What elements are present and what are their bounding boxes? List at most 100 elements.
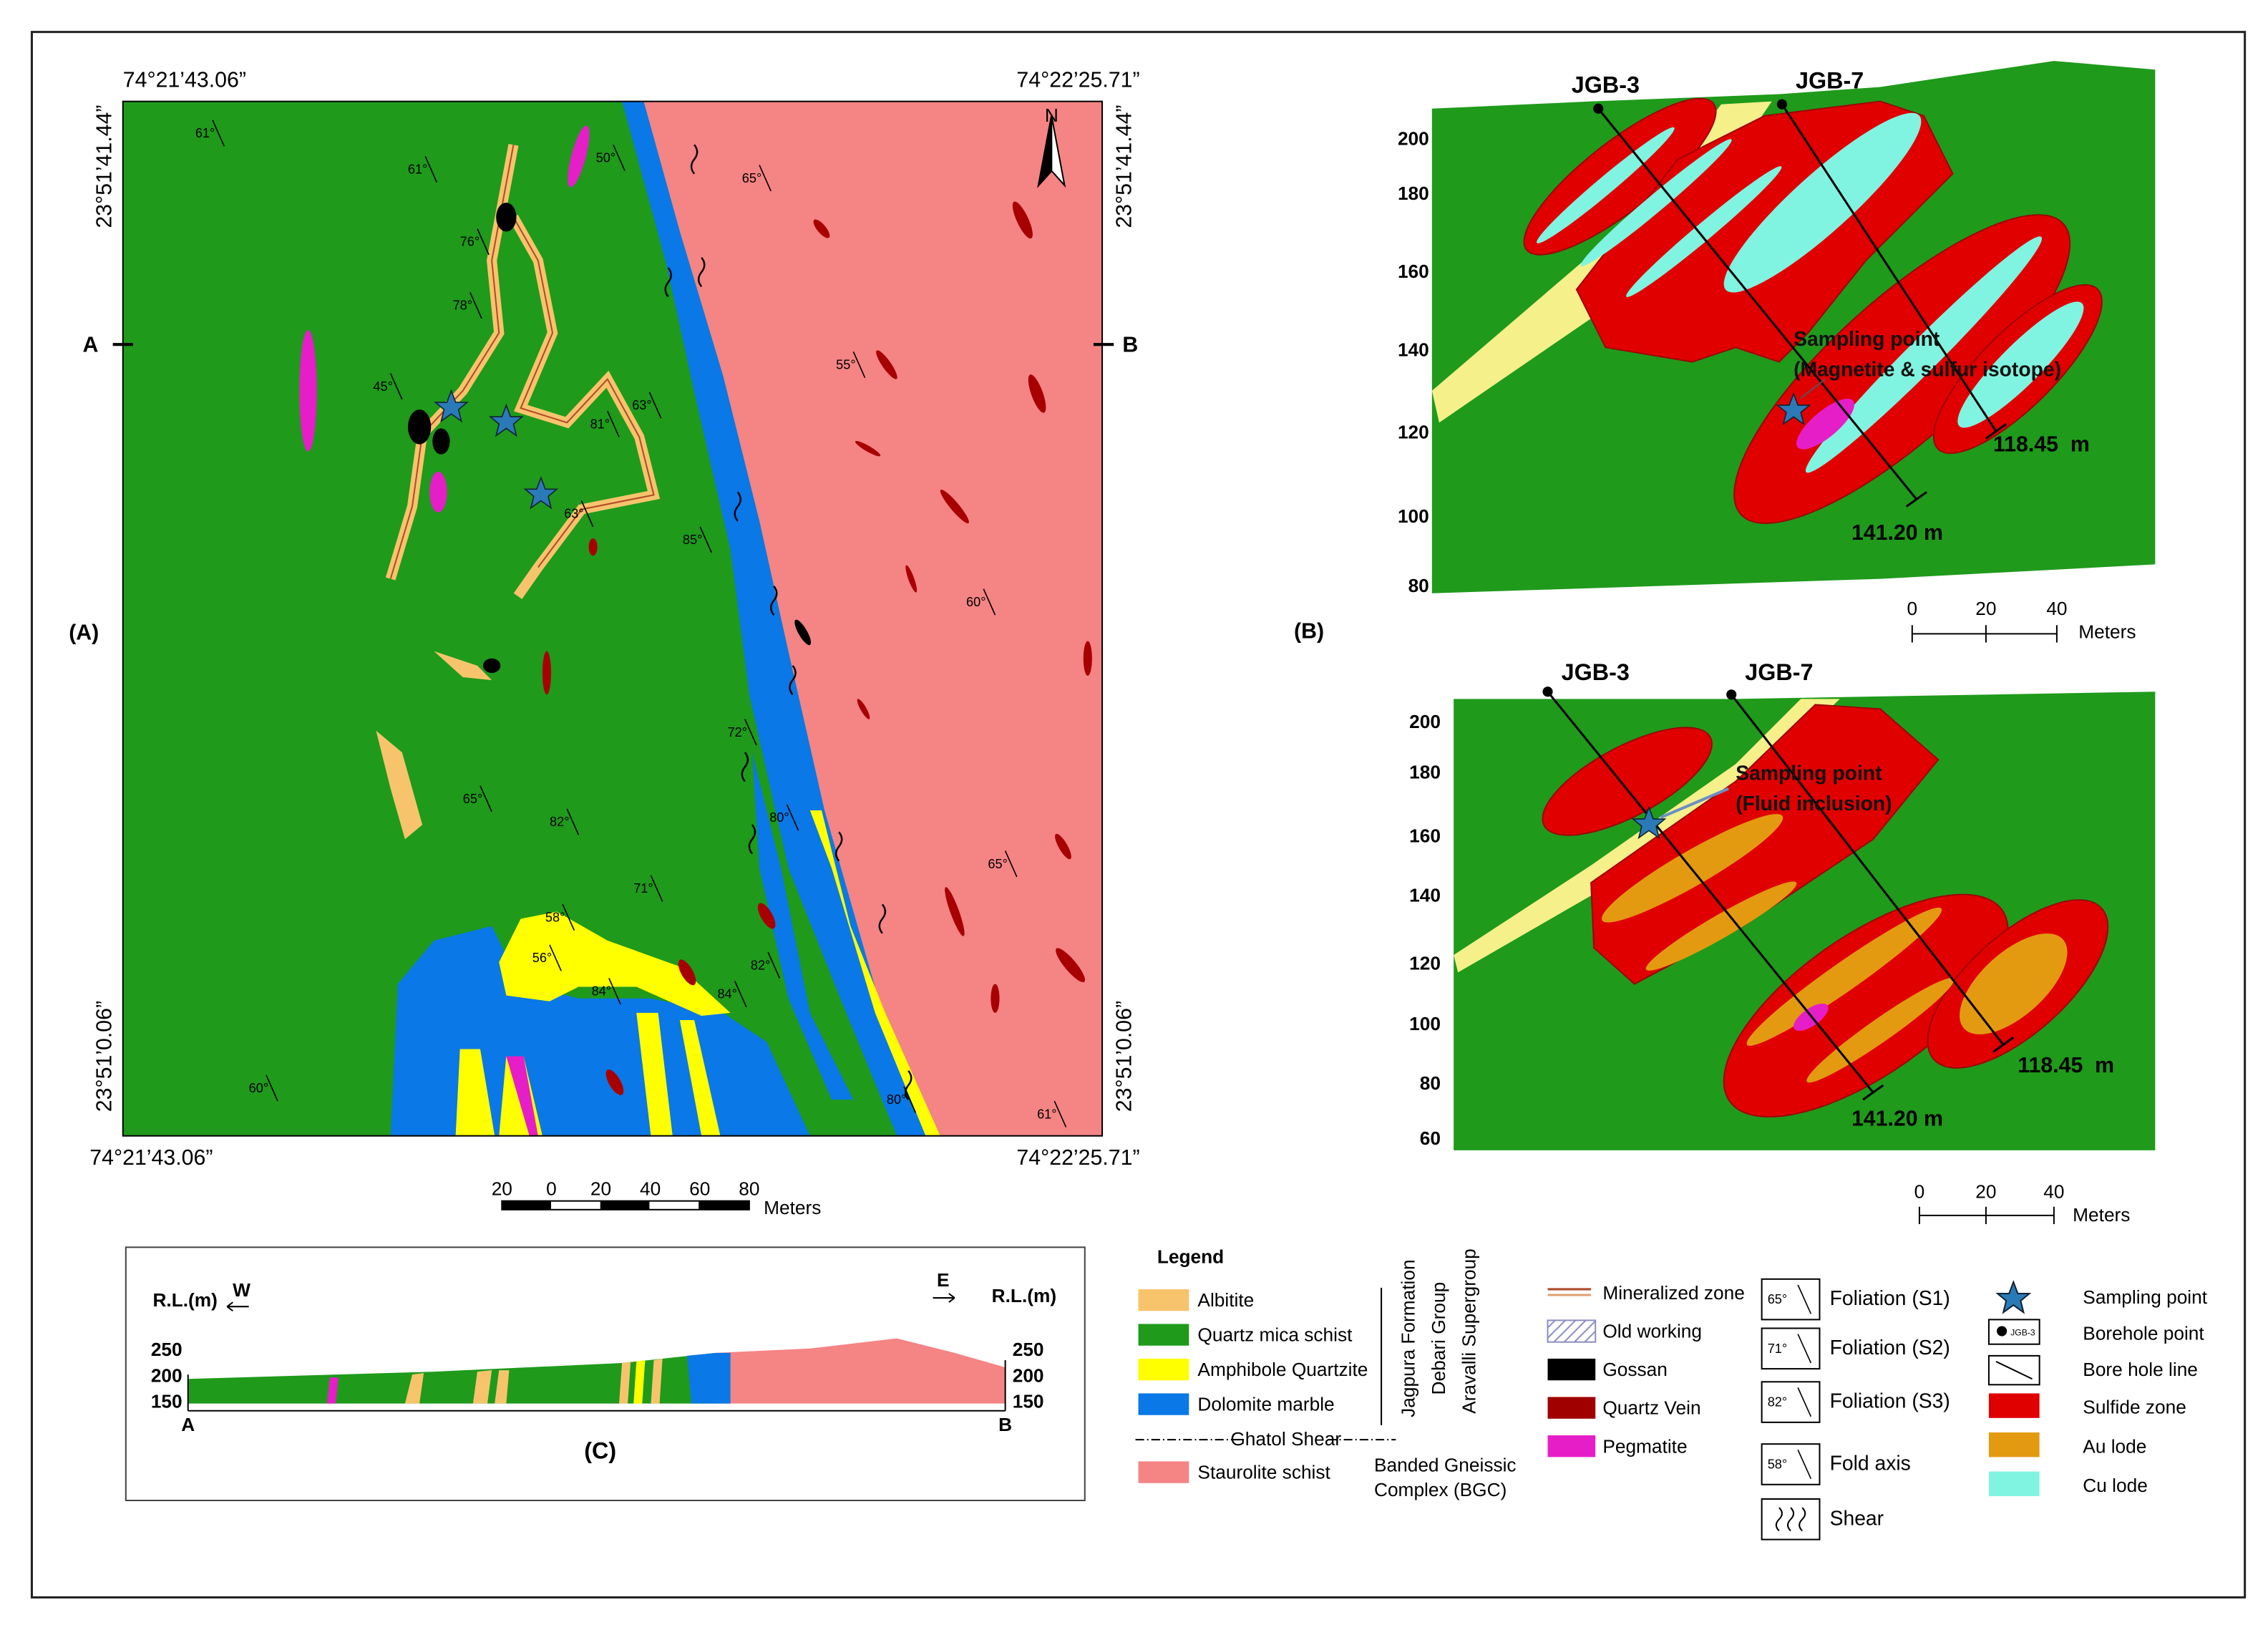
legend-label: Foliation (S2) [1830, 1336, 1950, 1359]
attitude-label: 61° [1037, 1107, 1056, 1121]
attitude-symbol [903, 1086, 917, 1113]
legend-label: Quartz mica schist [1197, 1324, 1353, 1346]
section-end: B [998, 1414, 1012, 1435]
north-label: N [1045, 105, 1058, 126]
elevation-label: 180 [1409, 762, 1441, 783]
attitude-label: 85° [683, 533, 702, 547]
map-path [622, 101, 940, 1136]
panel-label: (C) [584, 1437, 616, 1463]
elevation-label: 250 [151, 1339, 182, 1360]
section-upper-line [1985, 423, 2007, 440]
attitude-symbol [608, 978, 621, 1005]
attitude-label: 61° [195, 126, 215, 140]
elevation-label: 80 [1408, 575, 1429, 596]
map-g-ellipse [876, 350, 897, 379]
lat-north-left: 23°51’41.44” [93, 105, 117, 228]
map-g-path [664, 267, 672, 298]
map-g-ellipse [991, 984, 1000, 1013]
swatch [1138, 1289, 1189, 1311]
legend-title: Legend [1157, 1246, 1224, 1268]
section-upper-line [1597, 107, 1918, 500]
scale-ticks: 0 20 40 [1907, 598, 2068, 619]
elevation-label: 200 [1409, 711, 1441, 732]
cross-section-path [716, 1338, 1006, 1404]
swatch [1988, 1393, 2040, 1418]
lon-west-top: 74°21’43.06” [123, 68, 246, 92]
attitude-label: 65° [463, 792, 482, 806]
section-end: B [1122, 333, 1138, 356]
swatch [1547, 1319, 1597, 1343]
attitude-symbol [786, 804, 799, 831]
section-lower-g-ellipse [1960, 933, 2068, 1034]
lat-south-left: 23°51’0.06” [93, 1001, 117, 1112]
section-lower-path [1454, 699, 1840, 973]
map-g-ellipse [1056, 948, 1086, 983]
attitude-symbol [389, 373, 403, 400]
section-lower-g-ellipse [1645, 881, 1797, 971]
map-path [1051, 115, 1066, 188]
elevation-label: 120 [1409, 952, 1441, 974]
bgc-label: Complex (BGC) [1374, 1479, 1507, 1500]
legend-label: Cu lode [2083, 1475, 2148, 1496]
attitude-symbol [983, 588, 996, 616]
section-start: A [83, 333, 99, 356]
attitude-label: 72° [728, 725, 747, 739]
attitude-symbol [480, 785, 492, 812]
cross-section-path [933, 1293, 955, 1303]
map-g-path [748, 824, 756, 855]
section-lower-circle [1542, 687, 1553, 697]
attitude-symbol [469, 292, 482, 319]
legend-label: Sulfide zone [2083, 1397, 2186, 1418]
swatch [1138, 1324, 1189, 1346]
section-lower-g-ellipse [1542, 727, 1713, 836]
scale-unit: Meters [2078, 621, 2136, 642]
depth-label: 118.45 m [1993, 433, 2090, 457]
borehole-label: JGB-7 [1796, 67, 1864, 93]
legend: Albitite Quartz mica schist Amphibole Quar… [1138, 1278, 2208, 1541]
section-upper-line [1905, 491, 1927, 508]
scale-tick-label: 40 [2043, 1181, 2064, 1203]
attitude-label: 71° [633, 881, 653, 896]
map-ellipse [432, 428, 450, 455]
map-g-ellipse [1055, 833, 1071, 860]
attitude-symbol [212, 120, 225, 147]
map-g-path [904, 1069, 912, 1100]
attitude-label: 60° [966, 595, 985, 609]
section-upper-g [1537, 112, 2084, 473]
section-lower-line [1730, 694, 2005, 1046]
scale-tick-label: 40 [2046, 598, 2067, 619]
swatch [1547, 1358, 1596, 1381]
map-g-ellipse [1012, 201, 1033, 239]
lat-south-right: 23°51’0.06” [1112, 1001, 1136, 1112]
attitude-symbol [580, 500, 594, 528]
section-upper-g-ellipse [1626, 166, 1782, 297]
attitude-symbol [477, 228, 490, 256]
map-ellipse [429, 472, 447, 513]
elevation-label: 150 [151, 1391, 182, 1412]
scale-tick-label: 60 [689, 1178, 710, 1200]
swatch [1547, 1397, 1596, 1419]
attitude-label: 84° [592, 984, 611, 999]
section-lower-g-ellipse [1746, 907, 1942, 1046]
bore-line [1995, 1361, 2033, 1380]
map-g [542, 201, 1092, 1095]
map-ellipse [483, 658, 501, 673]
group-label: Aravalli Supergroup [1458, 1248, 1479, 1414]
cross-section-path [226, 1301, 249, 1312]
legend-label: Amphibole Quartzite [1197, 1359, 1368, 1380]
attitude-label: 84° [717, 987, 736, 1001]
section-upper-circle [1593, 103, 1604, 114]
scale-bar-rect [502, 1200, 552, 1210]
panel-label: (B) [1294, 619, 1324, 643]
map-path [376, 651, 492, 840]
swatch [1988, 1471, 2040, 1496]
borehole-dot [1997, 1326, 2007, 1337]
elevation-label: 140 [1398, 339, 1429, 360]
scale-bar-rect [600, 1200, 650, 1210]
map-ellipse [568, 125, 590, 188]
elevation-label: 200 [1013, 1364, 1044, 1386]
map-ellipse [299, 329, 317, 452]
swatch [1547, 1435, 1596, 1457]
